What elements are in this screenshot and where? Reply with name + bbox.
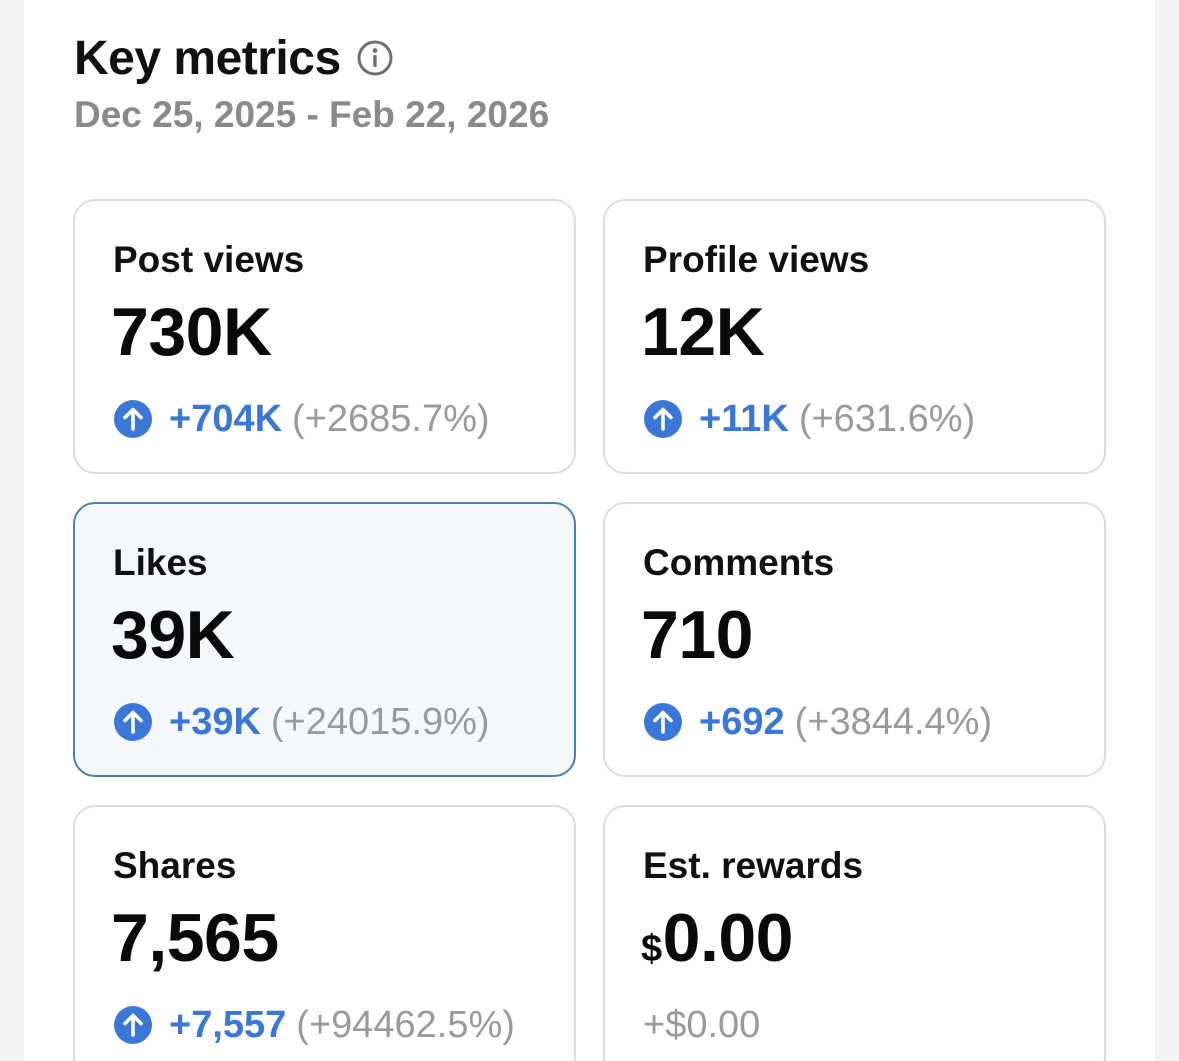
- metric-card-post-views[interactable]: Post views 730K +704K (+2685.7%): [73, 199, 576, 474]
- metric-value: 710: [641, 597, 753, 673]
- metric-value: $0.00: [641, 899, 794, 977]
- arrow-up-circle-icon: [643, 399, 683, 439]
- metric-delta: +704K: [169, 397, 283, 440]
- metric-label: Post views: [113, 239, 305, 280]
- metric-value: 730K: [111, 294, 272, 370]
- arrow-up-circle-icon: [113, 702, 153, 742]
- metric-card-shares[interactable]: Shares 7,565 +7,557 (+94462.5%): [73, 805, 576, 1061]
- metric-card-likes[interactable]: Likes 39K +39K (+24015.9%): [73, 502, 576, 777]
- metric-change: +692 (+3844.4%): [643, 700, 992, 744]
- metric-card-comments[interactable]: Comments 710 +692 (+3844.4%): [603, 502, 1106, 777]
- metric-value: 39K: [111, 597, 235, 673]
- metric-percent: (+631.6%): [798, 397, 976, 440]
- metric-value: 12K: [641, 294, 765, 370]
- metric-change: +11K (+631.6%): [643, 397, 975, 441]
- metric-delta: +7,557: [169, 1003, 287, 1046]
- metric-label: Est. rewards: [643, 845, 864, 886]
- metric-change: +7,557 (+94462.5%): [113, 1003, 515, 1047]
- metric-change: +704K (+2685.7%): [113, 397, 490, 441]
- page-title: Key metrics: [74, 31, 341, 85]
- metric-delta: +692: [699, 700, 785, 743]
- metric-label: Comments: [643, 542, 835, 583]
- key-metrics-panel: Key metrics Dec 25, 2025 - Feb 22, 2026 …: [24, 0, 1155, 1061]
- metric-label: Profile views: [643, 239, 870, 280]
- metric-value: 7,565: [111, 900, 279, 976]
- metric-change: +$0.00: [643, 1003, 760, 1047]
- metric-change: +39K (+24015.9%): [113, 700, 490, 744]
- metric-label: Shares: [113, 845, 237, 886]
- date-range: Dec 25, 2025 - Feb 22, 2026: [74, 94, 550, 135]
- metric-percent: (+3844.4%): [794, 700, 993, 743]
- metric-delta: +39K: [169, 700, 261, 743]
- metric-percent: (+24015.9%): [270, 700, 490, 743]
- metric-card-profile-views[interactable]: Profile views 12K +11K (+631.6%): [603, 199, 1106, 474]
- header: Key metrics Dec 25, 2025 - Feb 22, 2026: [74, 28, 549, 136]
- arrow-up-circle-icon: [643, 702, 683, 742]
- metric-delta: +$0.00: [643, 1003, 761, 1046]
- currency-symbol: $: [641, 928, 662, 970]
- metric-label: Likes: [113, 542, 208, 583]
- metric-percent: (+94462.5%): [296, 1003, 515, 1046]
- info-circle-icon[interactable]: [357, 40, 393, 76]
- arrow-up-circle-icon: [113, 399, 153, 439]
- metric-percent: (+2685.7%): [292, 397, 490, 440]
- title-row: Key metrics: [74, 28, 549, 88]
- metric-card-est-rewards[interactable]: Est. rewards $0.00 +$0.00: [603, 805, 1106, 1061]
- arrow-up-circle-icon: [113, 1005, 153, 1045]
- metric-amount: 0.00: [662, 900, 794, 976]
- metric-delta: +11K: [699, 397, 789, 440]
